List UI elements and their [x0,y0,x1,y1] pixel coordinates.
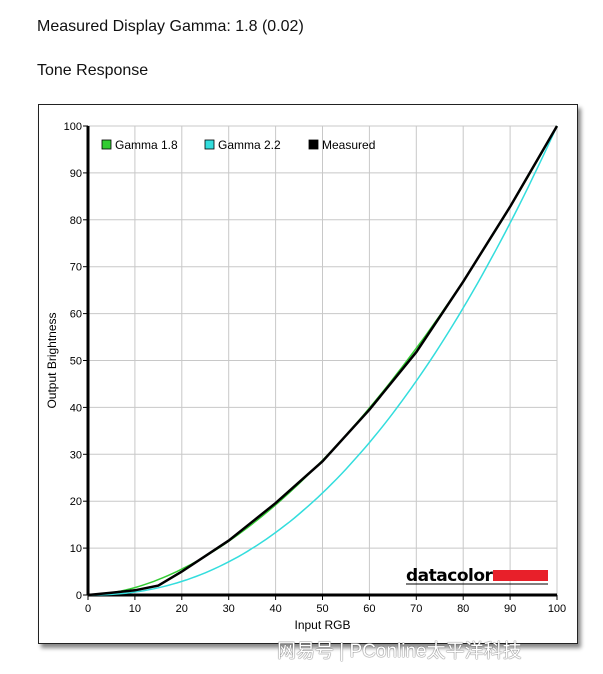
legend-label: Gamma 1.8 [115,138,178,152]
legend-label: Measured [322,138,375,152]
series-line-gamma-2-2 [88,125,558,596]
x-tick-label: 100 [548,603,566,615]
x-tick-label: 20 [176,603,188,615]
x-axis-label: Input RGB [294,618,350,632]
tone-response-chart: 0 10 20 30 40 50 60 70 80 90 100 0 10 20 30 40 50 60 70 80 9… [45,121,566,632]
x-tick-label: 50 [316,603,328,615]
legend-label: Gamma 2.2 [218,138,281,152]
legend-swatch [101,139,112,150]
y-tick-label: 0 [76,590,82,602]
y-tick-label: 60 [70,309,82,321]
section-title: Tone Response [37,62,149,79]
y-tick-label: 80 [70,215,82,227]
x-tick-label: 10 [129,603,141,615]
datacolor-logo-text: datacolor [406,566,494,586]
datacolor-logo-bar [493,570,548,581]
x-tick-label: 0 [85,603,91,615]
watermark: 网易号 | PConline太平洋科技 [277,641,522,662]
y-tick-label: 30 [70,449,82,461]
y-tick-label: 10 [70,543,82,555]
x-tick-label: 40 [269,603,281,615]
x-tick-label: 80 [457,603,469,615]
y-tick-label: 90 [70,168,82,180]
y-axis-label: Output Brightness [45,312,59,408]
measured-gamma-label: Measured Display Gamma: 1.8 (0.02) [37,18,304,35]
legend-swatch [204,139,215,150]
x-tick-label: 30 [223,603,235,615]
x-tick-label: 90 [504,603,516,615]
series-line-measured [87,125,559,597]
x-tick-label: 60 [363,603,375,615]
y-tick-label: 40 [70,402,82,414]
chart-panel: 0 10 20 30 40 50 60 70 80 90 100 0 10 20 30 40 50 60 70 80 9… [38,104,578,644]
y-tick-label: 100 [64,121,82,133]
legend-swatch [308,139,319,150]
y-tick-label: 20 [70,496,82,508]
y-tick-label: 50 [70,356,82,368]
x-tick-label: 70 [410,603,422,615]
y-tick-label: 70 [70,262,82,274]
